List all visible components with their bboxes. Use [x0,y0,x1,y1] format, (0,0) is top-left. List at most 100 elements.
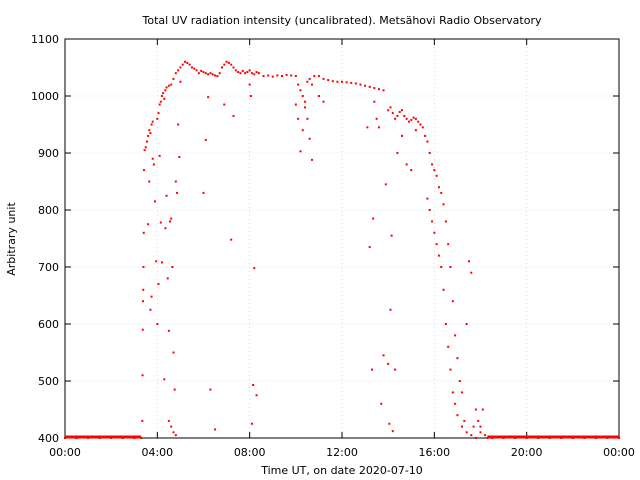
data-point [147,134,150,137]
data-point [172,77,175,80]
data-point [141,328,144,331]
data-point [225,60,228,63]
data-point [202,71,205,74]
data-point [371,368,374,371]
data-point [209,72,212,75]
data-point [401,134,404,137]
y-tick-label: 600 [38,318,59,331]
data-point [308,77,311,80]
data-point [232,66,235,69]
data-point [372,217,375,220]
y-tick-label: 900 [38,147,59,160]
data-point [173,388,176,391]
data-point [253,267,256,270]
data-point [239,72,242,75]
data-point [368,246,371,249]
data-point [214,74,217,77]
data-point [252,383,255,386]
data-point [390,234,393,237]
data-point [428,209,431,211]
data-point [232,114,235,117]
data-point [391,112,394,115]
data-point [474,437,477,439]
data-point [389,106,392,109]
data-point [142,300,145,303]
data-point [382,89,385,92]
data-point [165,86,168,89]
data-point [280,75,283,78]
data-point [178,155,181,158]
data-point [267,74,270,77]
data-point [142,288,145,291]
data-point [152,163,155,166]
x-tick-label: 00:00 [603,446,635,459]
data-point [461,425,464,428]
data-point [310,83,313,86]
data-point [394,117,397,120]
data-point [470,271,473,274]
data-point [167,84,170,87]
data-point [163,378,166,381]
data-point [387,109,390,112]
data-point [154,200,157,203]
data-point [401,109,404,112]
data-point [306,117,309,120]
data-point [250,422,253,425]
data-point [454,402,457,405]
data-point [294,75,297,78]
data-point [451,391,454,394]
data-point [310,158,313,161]
data-point [354,82,357,85]
data-point [143,149,146,152]
data-point [167,329,170,332]
data-point [257,72,260,75]
data-point [380,402,383,405]
data-point [262,75,265,78]
data-point [175,191,178,194]
data-point [253,73,256,76]
data-point [193,67,196,70]
data-point [162,92,165,95]
data-point [241,69,244,72]
data-point [151,157,154,160]
data-point [209,388,212,391]
data-point [150,295,153,298]
data-point [350,81,353,84]
data-point [437,254,440,257]
data-point [477,419,480,422]
data-point [456,414,459,417]
data-point [299,150,302,153]
data-point [165,194,168,197]
data-point [218,72,221,75]
data-point [188,63,191,66]
y-tick-label: 1100 [31,33,59,46]
data-point [398,110,401,113]
data-point [458,380,461,382]
data-point [440,191,443,194]
data-point [200,69,203,72]
data-point [382,354,385,357]
data-point [160,261,163,264]
x-tick-label: 16:00 [418,446,450,459]
data-point [202,191,205,194]
data-point [419,123,422,126]
data-point [431,220,434,223]
data-point [308,137,311,140]
data-point [170,425,173,428]
data-point [474,408,477,411]
data-point [433,169,436,172]
data-point [150,123,153,126]
data-point [442,288,445,291]
data-point [294,103,297,106]
data-point [160,95,163,97]
data-point [157,283,160,286]
data-point [227,61,230,64]
data-point [373,87,376,90]
data-point [412,116,415,119]
data-point [276,74,279,77]
data-point [368,85,371,88]
data-point [204,72,207,75]
data-point [156,323,159,325]
data-point [405,163,408,166]
data-point [304,100,307,103]
